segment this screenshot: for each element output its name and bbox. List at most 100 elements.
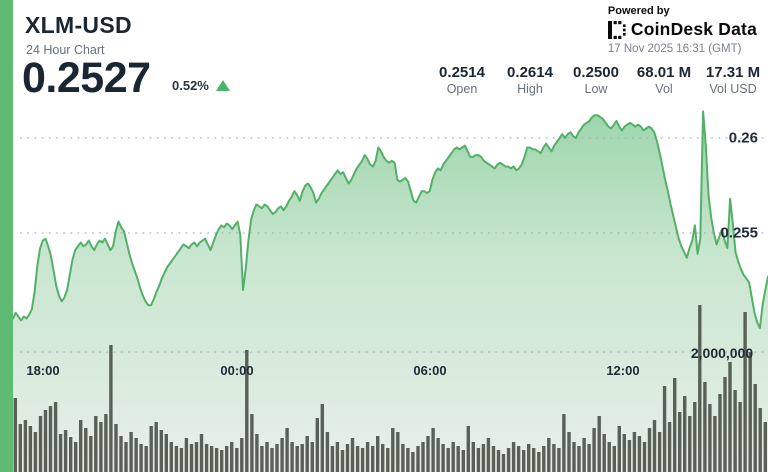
volume-bar: [235, 448, 239, 472]
chart-timestamp: 17 Nov 2025 16:31 (GMT): [607, 43, 742, 55]
volume-bar: [204, 444, 209, 472]
volume-bar: [426, 436, 430, 472]
volume-bar: [547, 438, 551, 472]
coindesk-logo-icon: [607, 20, 626, 39]
volume-bar: [451, 442, 455, 472]
stat-low-value: 0.2500: [573, 64, 619, 81]
volume-bar: [154, 422, 158, 472]
volume-bar: [300, 444, 304, 472]
volume-bar: [567, 432, 571, 472]
volume-bar: [662, 386, 667, 472]
volume-bar: [275, 444, 279, 472]
volume-bar: [330, 446, 335, 472]
volume-bar: [320, 404, 324, 472]
volume-bar: [708, 404, 712, 472]
volume-bar: [516, 446, 521, 472]
volume-bar: [335, 442, 340, 472]
volume-bar: [718, 394, 722, 472]
volume-bar: [501, 454, 506, 472]
volume-bar: [491, 446, 496, 472]
volume-bar: [411, 452, 415, 472]
volume-bar: [713, 416, 717, 472]
volume-bar: [290, 442, 294, 472]
volume-bar: [13, 398, 17, 472]
volume-bar: [184, 438, 189, 472]
volume-bar: [637, 436, 642, 472]
volume-bar: [652, 420, 657, 472]
volume-bar: [743, 312, 747, 472]
volume-bar: [310, 442, 314, 472]
volume-bar: [350, 438, 355, 472]
volume-bar: [441, 444, 445, 472]
volume-bar: [214, 448, 219, 472]
stat-open-label: Open: [446, 82, 478, 96]
volume-bar: [607, 442, 611, 472]
volume-bar: [139, 444, 143, 472]
volume-bar: [285, 428, 289, 472]
volume-bar: [406, 448, 410, 472]
volume-bar: [703, 382, 707, 472]
volume-bar: [43, 410, 48, 472]
volume-bar: [99, 422, 103, 472]
volume-bar: [149, 426, 153, 472]
stat-low: 0.2500 Low: [573, 64, 619, 98]
volume-bar: [688, 416, 692, 472]
up-triangle-icon: [215, 80, 230, 91]
volume-bar: [84, 428, 88, 472]
volume-bar: [627, 440, 632, 472]
volume-bar: [723, 377, 727, 472]
current-price: 0.2527: [22, 54, 151, 102]
volume-bar: [199, 434, 204, 472]
price-area-fill: [13, 111, 768, 472]
volume-bar: [532, 448, 536, 472]
volume-bar: [315, 418, 319, 472]
volume-bar: [164, 434, 168, 472]
volume-bar: [48, 406, 53, 472]
volume-bar: [386, 448, 390, 472]
volume-bar: [74, 442, 78, 472]
volume-bar: [28, 426, 33, 472]
volume-bar: [250, 414, 254, 472]
volume-bar: [527, 444, 531, 472]
price-line: [12, 110, 768, 329]
volume-bar: [582, 438, 586, 472]
volume-bar: [69, 437, 73, 472]
volume-bar: [733, 390, 737, 472]
volume-bar: [657, 432, 662, 472]
stat-low-label: Low: [584, 82, 608, 96]
volume-bar: [376, 436, 380, 472]
stat-open: 0.2514 Open: [439, 64, 485, 98]
volume-bar: [220, 450, 224, 472]
volume-bar: [466, 426, 470, 472]
volume-bar: [89, 436, 93, 472]
volume-bar: [622, 434, 626, 472]
volume-bar: [391, 428, 395, 472]
volume-bar: [104, 414, 108, 472]
volume-bar: [602, 434, 606, 472]
volume-bar: [522, 450, 526, 472]
volume-bar: [360, 448, 365, 472]
volume-bar: [562, 414, 566, 472]
volume-bar: [109, 345, 113, 472]
volume-bar: [763, 422, 767, 472]
volume-bar: [225, 446, 229, 472]
volume-bar: [396, 432, 400, 472]
volume-bar: [557, 448, 561, 472]
powered-by-text: Powered by: [607, 5, 670, 17]
volume-bar: [209, 446, 214, 472]
volume-bar: [124, 442, 128, 472]
stat-volume-label: Vol: [655, 82, 673, 96]
brand-row[interactable]: CoinDesk Data: [607, 19, 757, 40]
volume-bar: [552, 444, 556, 472]
volume-bar: [169, 442, 173, 472]
volume-bar: [260, 446, 264, 472]
volume-bar: [481, 444, 486, 472]
brand-block: Powered by CoinDesk Data 17 Nov 2025 16:…: [607, 5, 757, 55]
volume-bar: [114, 424, 118, 472]
volume-bar: [577, 446, 581, 472]
accent-strip: [0, 0, 13, 472]
volume-bar: [355, 446, 360, 472]
volume-bar: [245, 350, 249, 472]
